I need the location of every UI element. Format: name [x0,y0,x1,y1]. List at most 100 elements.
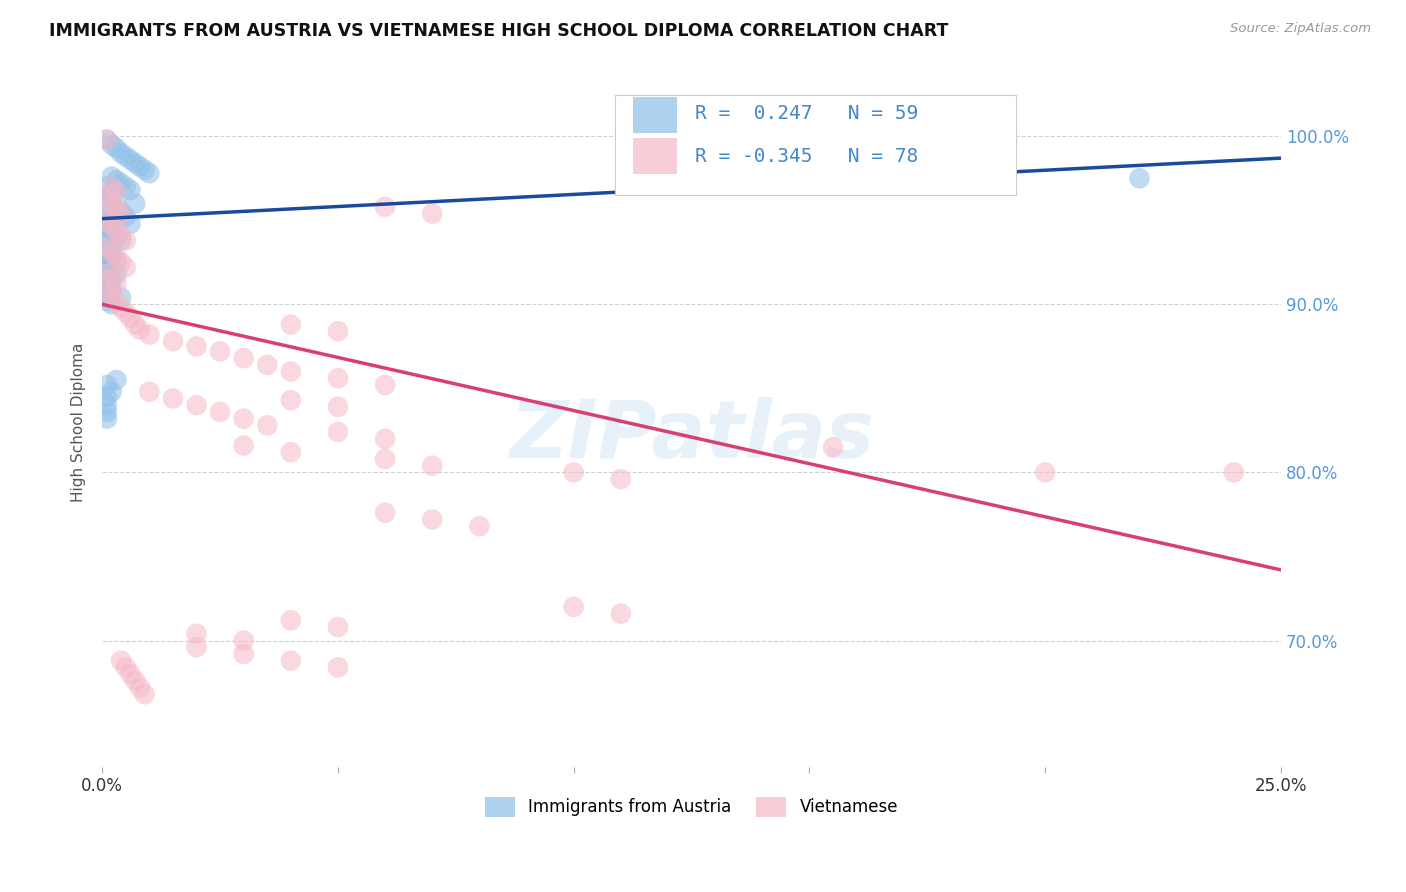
Point [96,179,118,194]
Point [100,196,122,211]
Point [209,405,232,419]
Point [280,393,302,408]
Point [100,203,122,218]
Point [96,398,118,412]
Point [100,245,122,260]
Point [186,339,208,353]
Point [232,411,254,425]
Point [326,425,349,439]
Point [326,660,349,674]
Point [96,411,118,425]
Point [100,169,122,184]
Point [374,200,396,214]
Point [96,244,118,258]
Point [96,190,118,204]
Point [209,344,232,359]
Point [120,183,142,197]
Point [138,166,160,180]
Point [232,351,254,365]
Point [610,607,633,621]
Point [96,293,118,308]
Text: ZIPatlas: ZIPatlas [509,397,875,475]
Legend: Immigrants from Austria, Vietnamese: Immigrants from Austria, Vietnamese [478,790,905,823]
Point [232,633,254,648]
Point [114,306,136,320]
Point [114,260,136,275]
Point [110,255,132,269]
Point [374,452,396,467]
Point [105,141,128,155]
Point [326,371,349,385]
Point [100,284,122,298]
Point [105,250,128,264]
Point [96,267,118,281]
Point [120,310,142,325]
Point [120,667,142,681]
Point [280,654,302,668]
Point [186,627,208,641]
Point [100,384,122,399]
Point [134,687,156,701]
Point [256,358,278,372]
Point [100,217,122,231]
Point [96,213,118,227]
Point [105,373,128,387]
Point [420,206,443,220]
Point [420,458,443,473]
Point [96,247,118,261]
Point [105,293,128,308]
Point [100,137,122,152]
Point [110,654,132,668]
Point [124,156,146,170]
Point [1033,466,1056,480]
Bar [633,138,678,174]
Point [374,506,396,520]
Point [374,378,396,392]
Point [821,440,844,454]
Point [105,202,128,216]
Point [96,287,118,301]
Point [96,191,118,205]
Point [110,205,132,219]
Point [96,264,118,278]
Point [96,133,118,147]
Point [100,250,122,264]
Point [100,260,122,275]
Point [114,179,136,194]
Point [114,210,136,224]
Point [105,253,128,268]
Point [105,277,128,292]
Point [124,196,146,211]
Point [186,398,208,412]
Point [232,438,254,452]
Point [100,289,122,303]
Point [280,365,302,379]
Point [114,660,136,674]
Point [96,240,118,254]
Point [96,390,118,404]
Point [96,277,118,292]
Point [374,432,396,446]
Text: Source: ZipAtlas.com: Source: ZipAtlas.com [1230,22,1371,36]
Text: R = -0.345   N = 78: R = -0.345 N = 78 [695,147,918,166]
Point [114,149,136,163]
Point [105,267,128,281]
Point [96,284,118,298]
Point [138,327,160,342]
Point [96,257,118,271]
Point [124,673,146,688]
Point [610,472,633,486]
Point [110,146,132,161]
Point [100,274,122,288]
Point [326,324,349,338]
Point [105,230,128,244]
Point [100,272,122,286]
Point [256,418,278,433]
Point [562,466,585,480]
Point [96,133,118,147]
Point [129,681,152,695]
Point [100,223,122,237]
Point [96,213,118,227]
Point [105,185,128,199]
Point [162,334,184,349]
